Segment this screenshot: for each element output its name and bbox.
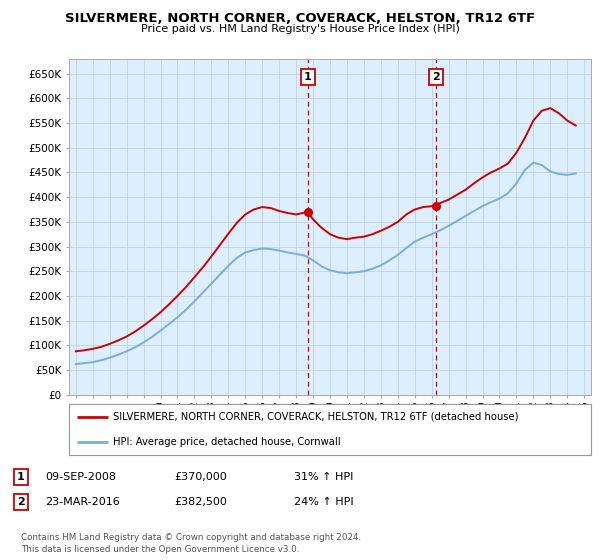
Text: £382,500: £382,500 bbox=[174, 497, 227, 507]
Text: 31% ↑ HPI: 31% ↑ HPI bbox=[294, 472, 353, 482]
Text: 1: 1 bbox=[304, 72, 311, 82]
Text: 2: 2 bbox=[432, 72, 439, 82]
Text: 1: 1 bbox=[17, 472, 25, 482]
Text: 24% ↑ HPI: 24% ↑ HPI bbox=[294, 497, 353, 507]
Text: 2: 2 bbox=[17, 497, 25, 507]
Text: Contains HM Land Registry data © Crown copyright and database right 2024.
This d: Contains HM Land Registry data © Crown c… bbox=[21, 533, 361, 554]
Text: 23-MAR-2016: 23-MAR-2016 bbox=[45, 497, 120, 507]
Text: £370,000: £370,000 bbox=[174, 472, 227, 482]
Text: Price paid vs. HM Land Registry's House Price Index (HPI): Price paid vs. HM Land Registry's House … bbox=[140, 24, 460, 34]
Text: SILVERMERE, NORTH CORNER, COVERACK, HELSTON, TR12 6TF: SILVERMERE, NORTH CORNER, COVERACK, HELS… bbox=[65, 12, 535, 25]
Text: HPI: Average price, detached house, Cornwall: HPI: Average price, detached house, Corn… bbox=[113, 437, 341, 447]
Text: 09-SEP-2008: 09-SEP-2008 bbox=[45, 472, 116, 482]
Text: SILVERMERE, NORTH CORNER, COVERACK, HELSTON, TR12 6TF (detached house): SILVERMERE, NORTH CORNER, COVERACK, HELS… bbox=[113, 412, 519, 422]
